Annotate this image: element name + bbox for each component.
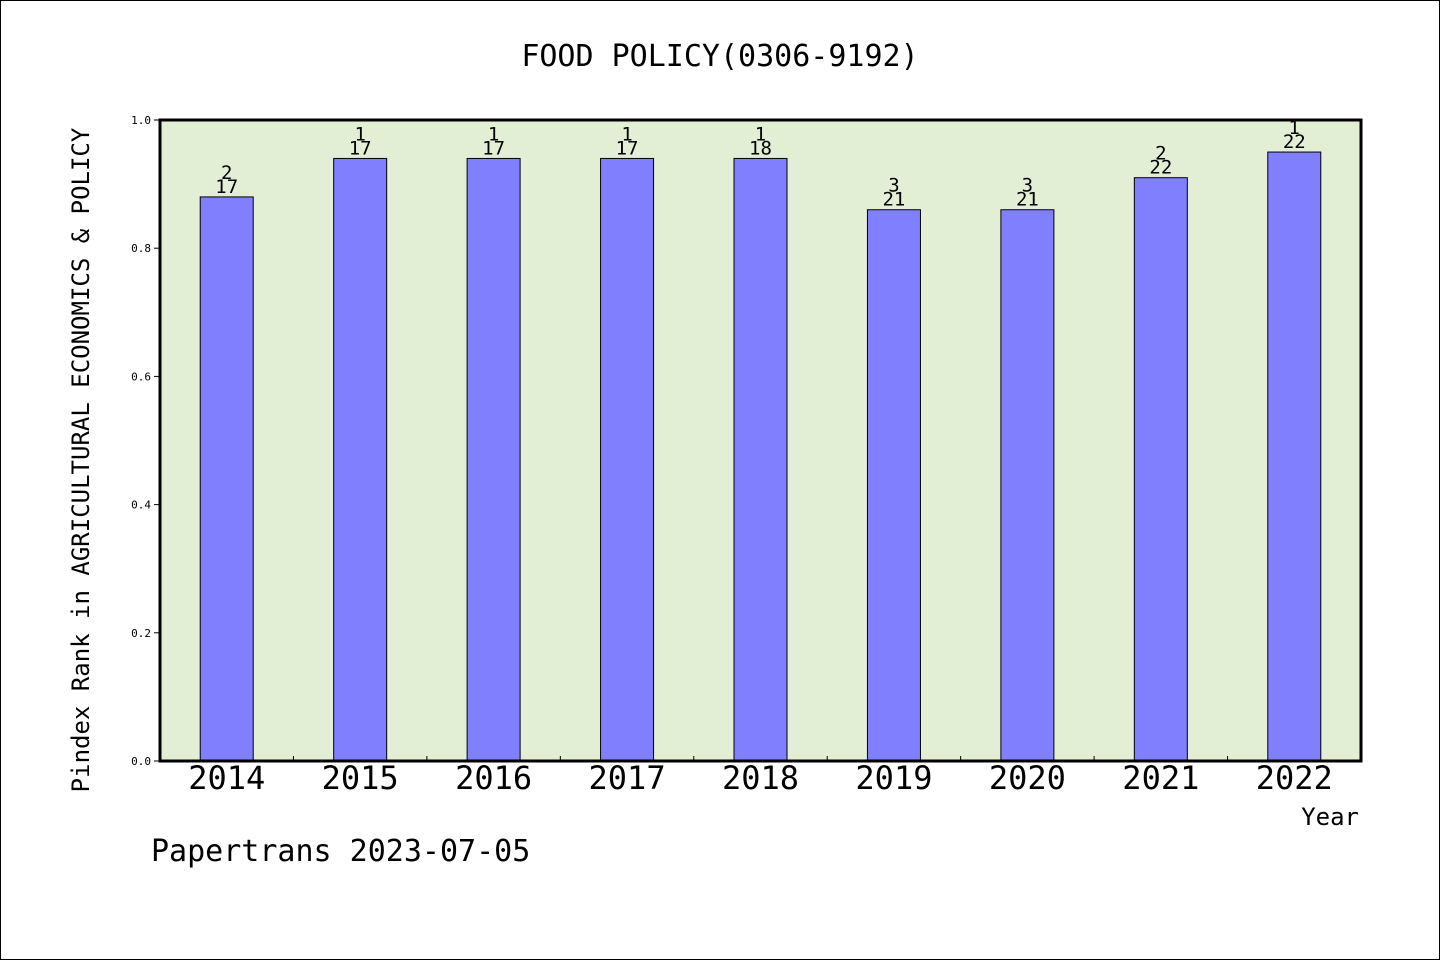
x-axis: 2014 2015 2016 2017 2018 2019 2020 2021 2022: [188, 756, 1333, 797]
rank-label-2015: 1: [354, 123, 365, 145]
bar-2016: [466, 157, 521, 762]
rank-label-2014: 2: [221, 162, 232, 184]
total-label-2020: 21: [1016, 189, 1039, 211]
bar-2021: [1133, 177, 1188, 762]
x-tick-label-2018: 2018: [722, 759, 799, 797]
bar-series: [199, 151, 1322, 762]
total-label-2018: 18: [749, 137, 772, 159]
bar-2017: [600, 157, 655, 762]
total-label-2019: 21: [882, 189, 905, 211]
y-tick-label: 0.0: [131, 755, 151, 768]
rank-label-2021: 2: [1155, 143, 1166, 165]
y-tick-label: 0.6: [131, 370, 151, 383]
y-tick-label: 0.2: [131, 627, 151, 640]
y-tick-label: 1.0: [131, 114, 151, 127]
rank-label-2020: 3: [1022, 175, 1033, 197]
bar-2022: [1267, 151, 1322, 762]
total-label-2022: 22: [1283, 131, 1306, 153]
rank-label-2016: 1: [488, 123, 499, 145]
bar-2015: [333, 157, 388, 762]
y-axis: 0.0 0.2 0.4 0.6 0.8 1.0: [131, 114, 160, 768]
bar-2019: [866, 209, 921, 762]
x-tick-label-2014: 2014: [188, 759, 265, 797]
x-tick-label-2015: 2015: [322, 759, 399, 797]
rank-label-2022: 1: [1289, 117, 1300, 139]
rank-label-2017: 1: [621, 123, 632, 145]
x-tick-label-2022: 2022: [1256, 759, 1333, 797]
bar-2014: [199, 196, 254, 762]
total-label-2014: 17: [215, 176, 238, 198]
y-tick-label: 0.4: [131, 499, 151, 512]
x-tick-label-2020: 2020: [989, 759, 1066, 797]
y-tick-label: 0.8: [131, 242, 151, 255]
chart-title: FOOD POLICY(0306-9192): [521, 39, 918, 74]
x-axis-label: Year: [1301, 803, 1359, 831]
footer-note: Papertrans 2023-07-05: [151, 834, 531, 869]
x-tick-label-2017: 2017: [589, 759, 666, 797]
x-tick-label-2019: 2019: [855, 759, 932, 797]
x-tick-label-2016: 2016: [455, 759, 532, 797]
rank-label-2018: 1: [755, 123, 766, 145]
rank-label-2019: 3: [888, 175, 899, 197]
bar-2018: [733, 157, 788, 762]
y-axis-label: Pindex Rank in AGRICULTURAL ECONOMICS & …: [67, 127, 95, 792]
total-label-2016: 17: [482, 137, 505, 159]
bar-2020: [1000, 209, 1055, 762]
total-label-2017: 17: [616, 137, 639, 159]
x-tick-label-2021: 2021: [1122, 759, 1199, 797]
plot-border: [158, 118, 1363, 763]
total-label-2021: 22: [1149, 157, 1172, 179]
total-label-2015: 17: [349, 137, 372, 159]
